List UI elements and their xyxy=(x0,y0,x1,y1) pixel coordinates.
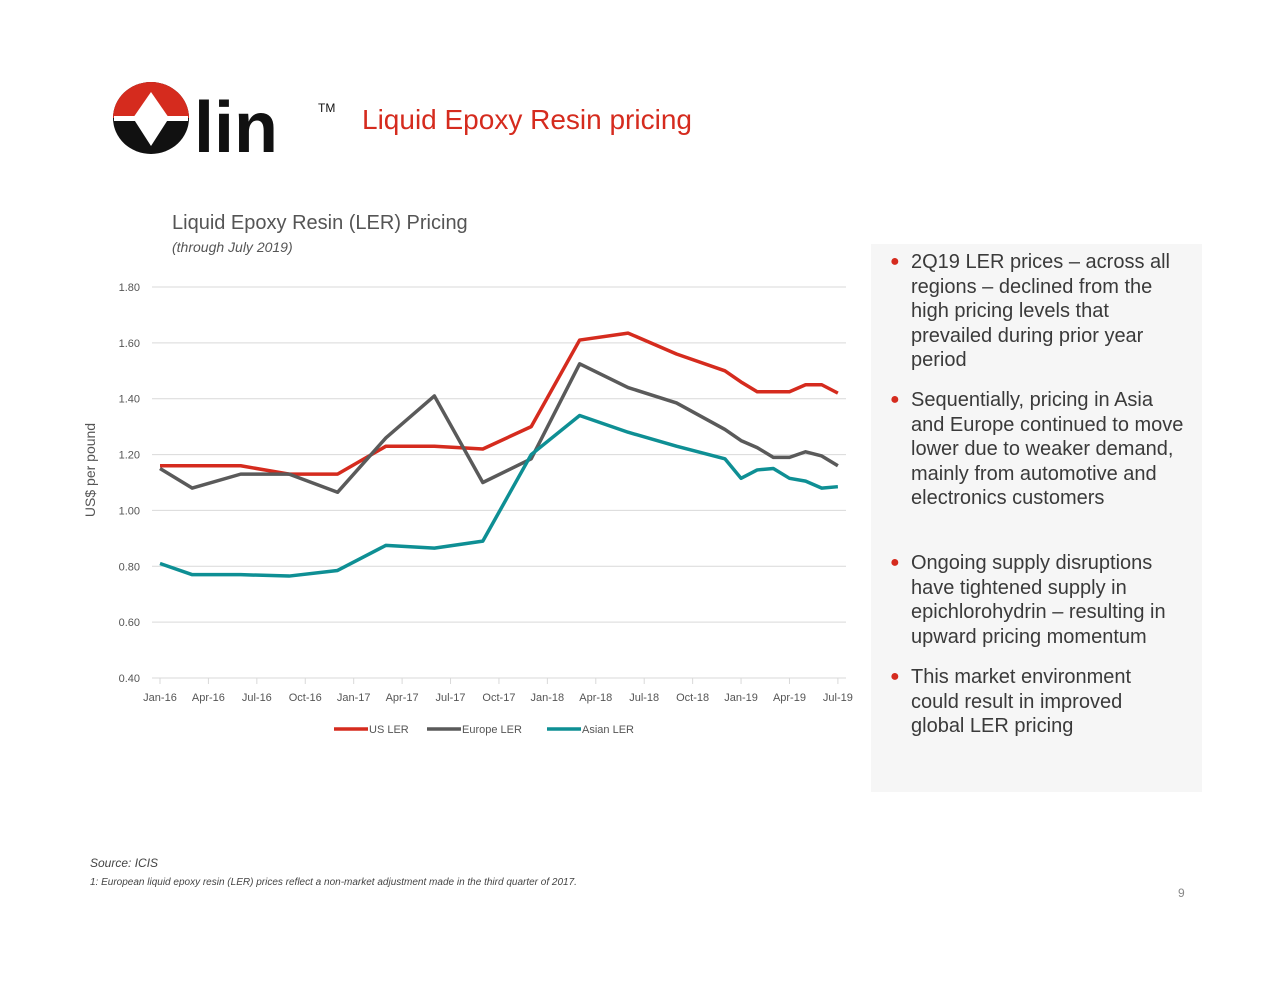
x-tick-label: Jul-17 xyxy=(436,692,466,704)
series-line-asian-ler xyxy=(159,413,839,578)
y-tick-label: 1.80 xyxy=(119,282,140,294)
y-tick-label: 0.40 xyxy=(119,673,140,685)
series-line-us-ler xyxy=(160,331,839,476)
series-line-europe-ler xyxy=(159,362,839,495)
olin-logo: lin TM xyxy=(113,82,335,158)
bullet-1: ● 2Q19 LER prices – across all regions – … xyxy=(890,250,1190,373)
x-tick-label: Apr-18 xyxy=(579,692,612,704)
y-tick-label: 1.20 xyxy=(119,450,140,462)
x-tick-label: Jan-16 xyxy=(143,692,177,704)
bullet-2: ● Sequentially, pricing in Asia and Europ… xyxy=(890,388,1190,511)
x-tick-label: Jan-19 xyxy=(724,692,758,704)
bullet-dot-icon: ● xyxy=(890,253,900,270)
legend-label: US LER xyxy=(369,724,409,736)
x-tick-label: Oct-17 xyxy=(482,692,515,704)
y-tick-label: 0.80 xyxy=(119,561,140,573)
logo-wordmark: lin xyxy=(194,88,278,158)
bullet-4: ● This market environment could result in… xyxy=(890,665,1150,739)
x-tick-label: Jul-16 xyxy=(242,692,272,704)
page-number: 9 xyxy=(1178,886,1185,900)
legend-label: Europe LER xyxy=(462,724,522,736)
bullet-dot-icon: ● xyxy=(890,554,900,571)
x-tick-label: Jan-17 xyxy=(337,692,371,704)
slide-title: Liquid Epoxy Resin pricing xyxy=(362,104,692,135)
chart-title: Liquid Epoxy Resin (LER) Pricing xyxy=(172,212,468,234)
bullet-text: Ongoing supply disruptions have tightene… xyxy=(911,552,1166,648)
footnote: 1: European liquid epoxy resin (LER) pri… xyxy=(90,877,577,888)
x-tick-label: Apr-16 xyxy=(192,692,225,704)
legend-label: Asian LER xyxy=(582,724,634,736)
bullet-text: 2Q19 LER prices – across all regions – d… xyxy=(911,251,1171,371)
x-tick-label: Jan-18 xyxy=(531,692,565,704)
x-tick-label: Jul-18 xyxy=(629,692,659,704)
x-tick-label: Oct-18 xyxy=(676,692,709,704)
y-tick-label: 1.60 xyxy=(119,338,140,350)
bullet-dot-icon: ● xyxy=(890,668,900,685)
bullet-3: ● Ongoing supply disruptions have tighten… xyxy=(890,551,1190,649)
bullet-text: This market environment could result in … xyxy=(911,666,1132,737)
x-tick-label: Oct-16 xyxy=(289,692,322,704)
y-tick-label: 0.60 xyxy=(119,617,140,629)
bullet-dot-icon: ● xyxy=(890,391,900,408)
chart-subtitle: (through July 2019) xyxy=(172,239,293,255)
bullet-text: Sequentially, pricing in Asia and Europe… xyxy=(911,389,1184,509)
y-tick-label: 1.00 xyxy=(119,505,140,517)
commentary-panel xyxy=(871,244,1202,792)
source-note: Source: ICIS xyxy=(90,856,159,870)
x-tick-label: Apr-17 xyxy=(386,692,419,704)
trademark: TM xyxy=(318,101,335,115)
x-tick-label: Apr-19 xyxy=(773,692,806,704)
x-tick-label: Jul-19 xyxy=(823,692,853,704)
y-tick-label: 1.40 xyxy=(119,394,140,406)
line-chart: 0.40 0.60 0.80 1.00 1.20 1.40 1.60 1.80 Jan-16 Ap… xyxy=(119,282,853,736)
